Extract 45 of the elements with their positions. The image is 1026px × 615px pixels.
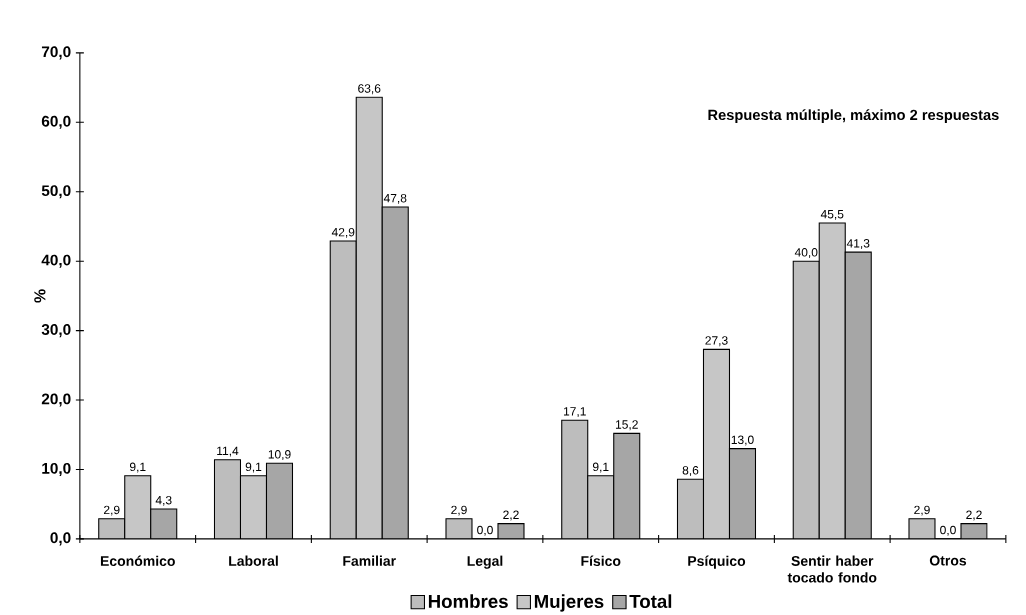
data-label: 0,0 xyxy=(940,525,956,536)
data-label: 63,6 xyxy=(358,84,381,95)
data-label: 8,6 xyxy=(682,465,699,476)
y-tick-label: 0,0 xyxy=(50,532,71,546)
data-label: 0,0 xyxy=(477,525,493,536)
x-tick-label: Económico xyxy=(100,555,175,566)
data-label: 9,1 xyxy=(245,462,262,473)
data-label: 2,9 xyxy=(914,505,930,516)
data-label: 2,9 xyxy=(104,505,120,516)
y-tick-label: 30,0 xyxy=(41,323,71,338)
y-tick-label: 20,0 xyxy=(41,393,71,407)
y-axis-title: % xyxy=(34,289,46,303)
legend-label: Hombres xyxy=(428,594,508,608)
data-label: 17,1 xyxy=(563,407,586,417)
y-tick-label: 10,0 xyxy=(42,462,71,476)
legend-label: Mujeres xyxy=(534,594,604,612)
y-tick-label: 70,0 xyxy=(41,46,71,60)
data-label: 41,3 xyxy=(846,238,870,249)
data-label: 45,5 xyxy=(820,209,844,220)
data-label: 10,9 xyxy=(268,450,291,460)
y-tick-label: 50,0 xyxy=(41,185,71,199)
data-label: 2,2 xyxy=(503,510,519,521)
x-tick-label: Laboral xyxy=(229,555,278,566)
data-label: 2,9 xyxy=(451,505,467,516)
annotation: Respuesta múltiple, máximo 2 respuestas xyxy=(708,109,999,123)
data-label: 9,1 xyxy=(129,462,146,473)
x-tick-label: Familiar xyxy=(343,555,396,566)
data-label: 9,1 xyxy=(592,462,609,473)
x-tick-label: Psíquico xyxy=(688,555,746,569)
data-label: 4,3 xyxy=(155,495,172,506)
legend-label: Total xyxy=(629,594,672,608)
data-label: 15,2 xyxy=(615,420,638,431)
y-tick-label: 60,0 xyxy=(41,115,71,129)
data-label: 11,4 xyxy=(217,446,239,457)
x-tick-label: Legal xyxy=(467,555,503,569)
data-label: 42,9 xyxy=(331,227,355,238)
data-label: 2,2 xyxy=(966,510,982,521)
x-tick-label: Físico xyxy=(581,555,621,566)
data-label: 47,8 xyxy=(383,193,407,204)
data-label: 13,0 xyxy=(731,435,754,446)
x-tick-label: Otros xyxy=(929,555,967,566)
x-tick-label: Sentir haber tocado fondo xyxy=(787,555,877,583)
y-tick-label: 40,0 xyxy=(41,254,71,268)
data-label: 27,3 xyxy=(705,336,728,347)
data-label: 40,0 xyxy=(794,247,818,258)
